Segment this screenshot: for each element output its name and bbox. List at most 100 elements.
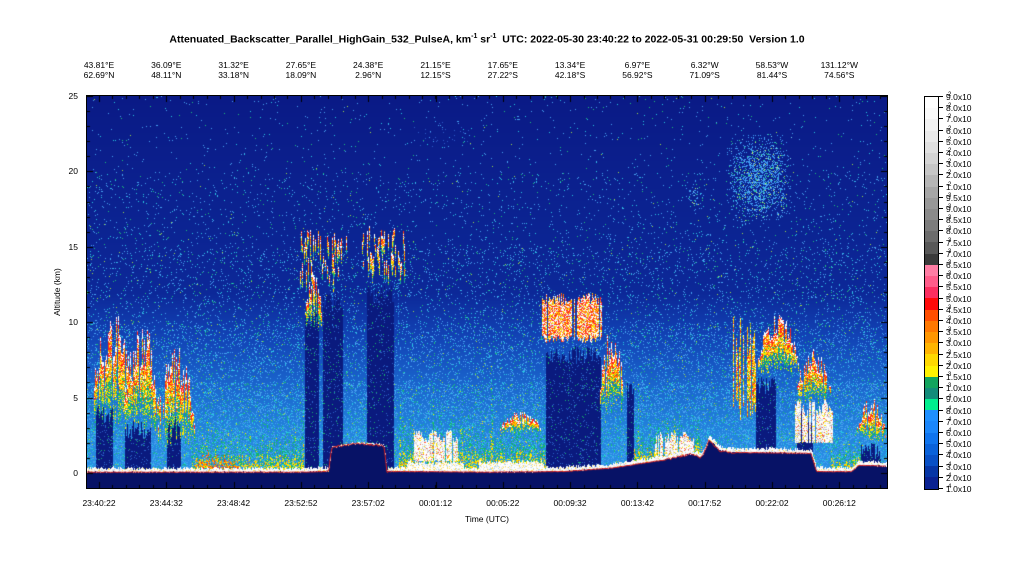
- colorbar-label-exponent: -3: [946, 349, 952, 356]
- colorbar-tick-label: 4.0x10 -3: [946, 316, 972, 326]
- geo-label-pair: 24.38°E 2.96°N: [326, 60, 410, 80]
- colorbar-tick: [939, 252, 943, 254]
- geo-label-lat: 48.11°N: [151, 70, 182, 80]
- alt-tick-label: 20: [68, 166, 78, 177]
- colorbar-label-mantissa: 1.0x10: [946, 383, 972, 394]
- colorbar-label-exponent: -3: [946, 215, 952, 222]
- geo-label-lat: 33.18°N: [218, 70, 249, 80]
- colorbar-label-exponent: -3: [946, 226, 952, 233]
- colorbar-tick: [939, 420, 943, 422]
- colorbar-segment: [925, 331, 938, 344]
- colorbar-segment: [925, 119, 938, 131]
- colorbar-segment: [925, 141, 938, 153]
- geo-label-pair: 13.34°E 42.18°S: [528, 60, 612, 80]
- colorbar-segment: [925, 220, 938, 232]
- colorbar-tick: [939, 129, 943, 131]
- alt-tick-label: 5: [73, 392, 78, 403]
- colorbar-tick: [939, 320, 943, 321]
- colorbar-tick-label: 3.0x10 -3: [946, 338, 972, 348]
- geo-label-lon: 24.38°E: [353, 60, 384, 70]
- colorbar-label-mantissa: 2.5x10: [946, 349, 972, 360]
- colorbar-label-exponent: -4: [946, 416, 952, 423]
- colorbar-label-exponent: -2: [946, 136, 952, 143]
- colorbar-label-exponent: -3: [946, 237, 952, 244]
- colorbar-segment: [925, 152, 938, 165]
- geo-label-lon: 31.32°E: [218, 60, 249, 70]
- colorbar-label-mantissa: 6.0x10: [946, 125, 972, 136]
- colorbar-strip: [924, 96, 939, 490]
- colorbar-tick: [939, 387, 943, 389]
- y-axis-tick-labels: 0 5 10 15 20 25: [2, 91, 80, 488]
- colorbar-label-mantissa: 8.0x10: [946, 226, 972, 237]
- colorbar-tick-label: 8.5x10 -3: [946, 215, 972, 225]
- colorbar-tick-label: 3.0x10 -4: [946, 461, 972, 472]
- colorbar-label-exponent: -3: [946, 360, 952, 367]
- colorbar-tick-label: 1.5x10 -3: [946, 372, 972, 382]
- colorbar-tick: [939, 96, 943, 97]
- colorbar-label-exponent: -4: [946, 472, 952, 479]
- colorbar-label-mantissa: 6.0x10: [946, 428, 972, 438]
- colorbar-label-exponent: -4: [946, 428, 952, 435]
- colorbar-segment: [925, 421, 938, 433]
- geo-label-lon: 17.65°E: [487, 60, 518, 70]
- geo-label-pair: 131.12°W 74.56°S: [797, 60, 881, 80]
- colorbar-segment: [925, 432, 938, 444]
- colorbar-tick-label: 3.5x10 -3: [946, 327, 972, 337]
- colorbar-tick: [939, 230, 943, 232]
- colorbar-tick: [939, 342, 943, 344]
- geo-label-lat: 12.15°S: [420, 70, 451, 80]
- colorbar-tick: [939, 219, 943, 221]
- colorbar-label-mantissa: 5.0x10: [946, 293, 972, 304]
- colorbar-label-exponent: -2: [946, 170, 952, 177]
- colorbar-tick-label: 9.0x10 -3: [946, 204, 972, 214]
- colorbar-label-exponent: -3: [946, 260, 952, 267]
- colorbar-segment: [925, 309, 938, 321]
- colorbar-tick-label: 4.0x10 -2: [946, 148, 972, 158]
- colorbar-label-exponent: -4: [946, 461, 952, 468]
- colorbar-label-exponent: -3: [946, 327, 952, 334]
- colorbar-label-mantissa: 4.0x10: [946, 316, 972, 326]
- time-tick-label: 00:26:12: [822, 498, 856, 508]
- colorbar-label-mantissa: 8.5x10: [946, 215, 972, 226]
- time-tick-label: 00:22:02: [755, 498, 789, 508]
- colorbar-label-exponent: -3: [946, 248, 952, 255]
- colorbar-tick-label: 5.0x10 -3: [946, 294, 972, 304]
- colorbar-tick: [939, 364, 943, 366]
- colorbar-tick: [939, 286, 943, 288]
- colorbar-label-exponent: -3: [946, 372, 952, 379]
- geo-label-pair: 27.65°E 18.09°N: [259, 60, 343, 80]
- colorbar-segment: [925, 197, 938, 209]
- geo-label-lat: 2.96°N: [355, 70, 382, 80]
- colorbar-label-mantissa: 5.5x10: [946, 282, 972, 293]
- colorbar-label-mantissa: 7.5x10: [946, 237, 972, 248]
- time-tick-label: 00:17:52: [688, 498, 722, 508]
- colorbar-label-mantissa: 1.5x10: [946, 372, 972, 382]
- colorbar-tick-label: 2.0x10 -4: [946, 472, 972, 483]
- colorbar-tick: [939, 297, 943, 299]
- time-tick-label: 00:13:42: [620, 498, 654, 508]
- geo-label-lon: 6.32°W: [690, 60, 719, 70]
- colorbar-tick: [939, 476, 943, 478]
- colorbar-tick-label: 1.0x10 -4: [946, 484, 972, 494]
- geo-label-lon: 13.34°E: [554, 60, 586, 70]
- colorbar-segment: [925, 231, 938, 243]
- colorbar-label-mantissa: 1.0x10: [946, 484, 972, 494]
- time-tick-label: 00:05:22: [486, 498, 520, 508]
- title-unit2: sr: [477, 33, 491, 46]
- geo-label-pair: 31.32°E 33.18°N: [192, 60, 276, 80]
- geo-label-lat: 27.22°S: [487, 70, 518, 80]
- time-tick-label: 23:48:42: [217, 498, 251, 508]
- colorbar-label-exponent: -3: [946, 304, 952, 311]
- geo-label-pair: 6.97°E 56.92°S: [595, 60, 679, 80]
- colorbar-tick-label: 6.5x10 -3: [946, 260, 972, 270]
- x-axis-title: Time (UTC): [464, 514, 510, 524]
- geo-label-lon: 27.65°E: [285, 60, 317, 70]
- colorbar-segment: [925, 455, 938, 467]
- top-axis-geo-labels: 43.81°E 62.69°N 36.09°E 48.11°N 31.32°E 33.18…: [84, 60, 888, 86]
- geo-label-lat: 74.56°S: [824, 70, 855, 80]
- title-range: UTC: 2022-05-30 23:40:22 to 2022-05-31 0…: [496, 33, 805, 46]
- colorbar-tick: [939, 353, 943, 355]
- colorbar-label-mantissa: 9.0x10: [946, 92, 972, 102]
- colorbar-tick: [939, 118, 943, 120]
- colorbar-segment: [925, 175, 938, 187]
